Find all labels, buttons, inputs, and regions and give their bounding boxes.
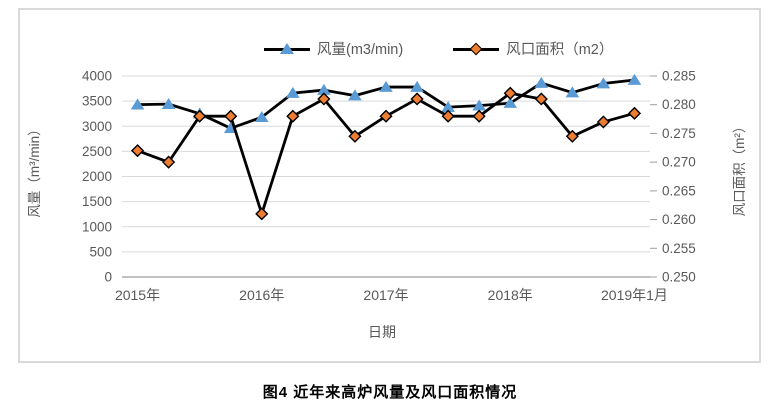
tuyere-area-data-point bbox=[410, 92, 424, 106]
right-tick-label: 0.260 bbox=[662, 212, 696, 227]
tuyere-area-data-point bbox=[441, 109, 455, 123]
legend-label-tuyere-area: 风口面积（m2） bbox=[506, 42, 614, 58]
airflow-data-point bbox=[472, 99, 486, 111]
tuyere-area-data-point bbox=[161, 155, 176, 169]
airflow-data-point bbox=[286, 86, 300, 98]
airflow-data-point bbox=[503, 96, 518, 108]
left-tick-label: 1500 bbox=[82, 194, 112, 209]
left-axis-title: 风量（m³/min） bbox=[27, 122, 42, 218]
airflow-data-point bbox=[627, 73, 642, 85]
tuyere-area-data-point bbox=[627, 106, 642, 120]
right-axis-title: 风口面积（m²） bbox=[732, 119, 747, 217]
right-tick-label: 0.285 bbox=[662, 69, 696, 84]
x-tick-label: 2018年 bbox=[488, 287, 533, 303]
chart-frame: 风量(m3/min) 风口面积（m2） bbox=[18, 8, 761, 363]
airflow-data-point bbox=[534, 76, 549, 88]
x-tick-label: 2016年 bbox=[239, 287, 284, 303]
left-tick-label: 3500 bbox=[82, 94, 112, 109]
legend-label-airflow: 风量(m3/min) bbox=[317, 42, 404, 58]
tuyere-area-data-point bbox=[286, 109, 300, 123]
left-tick-label: 1000 bbox=[82, 219, 112, 234]
chart-legend: 风量(m3/min) 风口面积（m2） bbox=[264, 38, 613, 59]
right-tick-label: 0.250 bbox=[662, 270, 696, 285]
right-tick-label: 0.265 bbox=[662, 183, 696, 198]
right-tick-label: 0.255 bbox=[662, 241, 696, 256]
legend-item-tuyere-area: 风口面积（m2） bbox=[453, 38, 613, 59]
airflow-data-point bbox=[410, 80, 424, 92]
x-axis-title: 日期 bbox=[368, 324, 396, 340]
left-tick-label: 2000 bbox=[82, 169, 112, 184]
right-tick-label: 0.275 bbox=[662, 126, 696, 141]
tuyere-area-data-point bbox=[565, 129, 579, 143]
left-tick-label: 3000 bbox=[82, 119, 112, 134]
airflow-data-point bbox=[441, 100, 455, 112]
airflow-data-point bbox=[596, 77, 611, 89]
figure-caption: 图4 近年来高炉风量及风口面积情况 bbox=[262, 384, 518, 401]
airflow-data-point bbox=[348, 89, 362, 101]
tuyere-area-data-point bbox=[317, 92, 331, 106]
airflow-data-point bbox=[161, 97, 176, 109]
tuyere-area-data-point bbox=[503, 86, 517, 100]
tuyere-area-data-point bbox=[130, 144, 145, 158]
right-tick-label: 0.270 bbox=[662, 155, 696, 170]
tuyere-area-data-point bbox=[379, 109, 393, 123]
tuyere-area-data-point bbox=[193, 109, 207, 123]
airflow-data-point bbox=[254, 111, 269, 123]
tuyere-area-data-point bbox=[472, 109, 486, 123]
x-tick-label: 2015年 bbox=[115, 287, 160, 303]
airflow-data-point bbox=[565, 86, 580, 98]
tuyere-area-legend-marker bbox=[453, 42, 500, 56]
x-tick-label: 2017年 bbox=[363, 287, 408, 303]
airflow-data-point bbox=[130, 98, 145, 110]
tuyere-area-data-point bbox=[534, 92, 548, 106]
tuyere-area-data-point bbox=[596, 115, 611, 129]
airflow-legend-marker bbox=[264, 42, 310, 56]
tuyere-area-data-point bbox=[348, 129, 362, 143]
left-tick-label: 500 bbox=[89, 244, 112, 259]
x-tick-label: 2019年1月 bbox=[601, 287, 668, 303]
right-tick-label: 0.280 bbox=[662, 97, 696, 112]
tuyere-area-data-point bbox=[224, 109, 238, 123]
airflow-data-point bbox=[317, 83, 331, 95]
left-tick-label: 4000 bbox=[82, 69, 112, 84]
left-tick-label: 0 bbox=[104, 270, 112, 285]
legend-item-airflow: 风量(m3/min) bbox=[264, 38, 403, 59]
left-tick-label: 2500 bbox=[82, 144, 112, 159]
tuyere-area-data-point bbox=[255, 207, 269, 221]
airflow-data-point bbox=[379, 80, 393, 92]
